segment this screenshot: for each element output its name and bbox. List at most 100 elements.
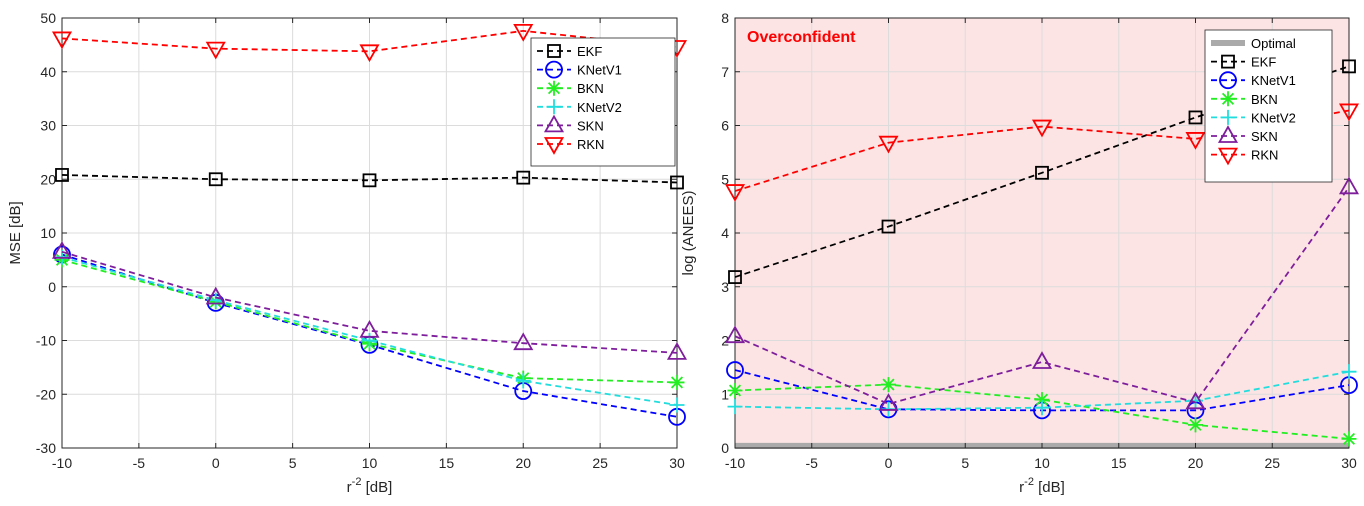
anees-chart: -10 -5 0 5 10 15 20 25 30 0 1 2 3 4 5 6 7 8 r-2 [dB] log (A…: [680, 10, 1360, 496]
data-point-skn: [1031, 351, 1053, 369]
legend-label-rkn: RKN: [1251, 148, 1278, 163]
y-tick-label: 50: [40, 10, 56, 26]
legend-marker-skn: [543, 114, 565, 133]
data-point-skn: [359, 319, 380, 338]
data-point-rkn: [359, 44, 380, 63]
data-point-ekf: [1035, 165, 1049, 180]
series-line-knetv2: [734, 370, 1350, 411]
mse-chart: -10 -5 0 5 10 15 20 25 30 -30 -20 -10 0 10 20 30 40 50 r-2…: [7, 10, 688, 496]
data-point-rkn: [1185, 132, 1206, 150]
data-point-rkn: [724, 184, 746, 202]
data-point-skn: [724, 325, 746, 344]
legend-marker-rkn: [543, 137, 565, 155]
x-tick-label: 10: [362, 455, 378, 471]
data-point-skn: [513, 332, 534, 351]
data-point-skn: [666, 342, 688, 360]
data-point-ekf: [362, 173, 377, 188]
x-tick-label: -5: [133, 455, 146, 471]
y-tick-label: -20: [36, 386, 56, 402]
data-point-knetv2: [669, 397, 685, 413]
x-tick-label: 20: [515, 455, 531, 471]
legend-marker-ekf: [1221, 54, 1235, 69]
legend-box: [530, 37, 676, 167]
series-line-skn: [61, 250, 678, 354]
y-tick-label: 0: [48, 279, 56, 295]
data-point-rkn: [1338, 103, 1360, 122]
x-tick-label: 25: [1264, 455, 1280, 471]
y-tick-label: 20: [40, 171, 56, 187]
x-tick-label: 10: [1034, 455, 1050, 471]
overconfident-label: Overconfident: [747, 29, 856, 46]
data-point-ekf: [208, 172, 223, 187]
legend: Optimal EKF KNetV1 BKN KNetV2 SKN RKN: [1204, 29, 1333, 183]
y-tick-label: 10: [40, 225, 56, 241]
data-point-knetv1: [726, 361, 744, 379]
data-point-ekf: [881, 219, 896, 234]
data-point-bkn: [1341, 431, 1357, 447]
x-tick-label: 15: [439, 455, 455, 471]
data-point-ekf: [55, 168, 69, 182]
data-point-ekf: [728, 270, 742, 284]
x-tick-label: 0: [212, 455, 220, 471]
y-tick-label: -30: [36, 440, 56, 456]
y-tick-label: 40: [40, 64, 56, 80]
data-point-bkn: [1034, 392, 1050, 408]
x-tick-label: 5: [961, 455, 969, 471]
legend-marker-skn: [1217, 125, 1239, 143]
series-line-skn: [734, 186, 1350, 405]
x-tick-label: 0: [885, 455, 893, 471]
y-axis-label: MSE [dB]: [7, 201, 24, 264]
y-tick-label: 8: [721, 10, 729, 26]
data-point-knetv2: [1034, 400, 1050, 416]
data-point-rkn: [878, 135, 899, 154]
data-point-knetv2: [727, 399, 743, 415]
legend-label-knetv1: KNetV1: [1251, 73, 1296, 88]
series-line-ekf: [61, 174, 678, 184]
legend-label-ekf: EKF: [577, 44, 602, 59]
data-point-rkn: [205, 41, 226, 60]
y-tick-label: 6: [721, 118, 729, 134]
data-point-rkn: [513, 23, 534, 42]
data-point-knetv2: [1341, 364, 1357, 380]
series-line-rkn: [61, 29, 678, 53]
data-point-rkn: [1031, 119, 1053, 138]
data-point-knetv2: [208, 292, 224, 308]
legend-marker-rkn: [1217, 147, 1239, 166]
data-point-bkn: [881, 377, 896, 393]
data-point-bkn: [669, 374, 685, 390]
y-tick-label: 3: [721, 279, 729, 295]
x-axis-label: r-2 [dB]: [1019, 476, 1065, 496]
x-tick-label: 20: [1188, 455, 1204, 471]
legend-label-bkn: BKN: [1251, 92, 1278, 107]
legend-label-optimal: Optimal: [1251, 36, 1296, 51]
series-skn: [724, 176, 1360, 411]
legend-label-bkn: BKN: [577, 81, 604, 96]
data-point-skn: [1338, 176, 1360, 195]
legend-marker-knetv2: [546, 99, 562, 115]
data-point-ekf: [1188, 110, 1203, 125]
y-tick-label: 30: [40, 118, 56, 134]
y-tick-label: -10: [36, 333, 56, 349]
series-skn: [51, 240, 688, 360]
y-axis-label: log (ANEES): [680, 190, 697, 275]
series-rkn: [51, 23, 688, 63]
legend-label-knetv2: KNetV2: [577, 100, 622, 115]
x-axis-label: r-2 [dB]: [347, 476, 393, 496]
y-tick-label: 7: [721, 64, 729, 80]
x-tick-label: -5: [806, 455, 819, 471]
data-point-ekf: [516, 170, 531, 185]
data-point-ekf: [670, 175, 684, 190]
data-point-bkn: [727, 382, 743, 398]
legend-label-skn: SKN: [1251, 129, 1278, 144]
data-point-knetv2: [515, 373, 531, 389]
legend-marker-knetv1: [1219, 71, 1237, 90]
data-point-bkn: [1188, 417, 1203, 433]
legend-label-ekf: EKF: [1251, 55, 1276, 70]
y-tick-label: 4: [721, 225, 729, 241]
series-line-bkn: [734, 383, 1350, 440]
series-bkn: [727, 377, 1357, 447]
x-tick-label: 30: [669, 455, 685, 471]
legend-label-rkn: RKN: [577, 137, 604, 152]
data-point-skn: [51, 240, 73, 259]
